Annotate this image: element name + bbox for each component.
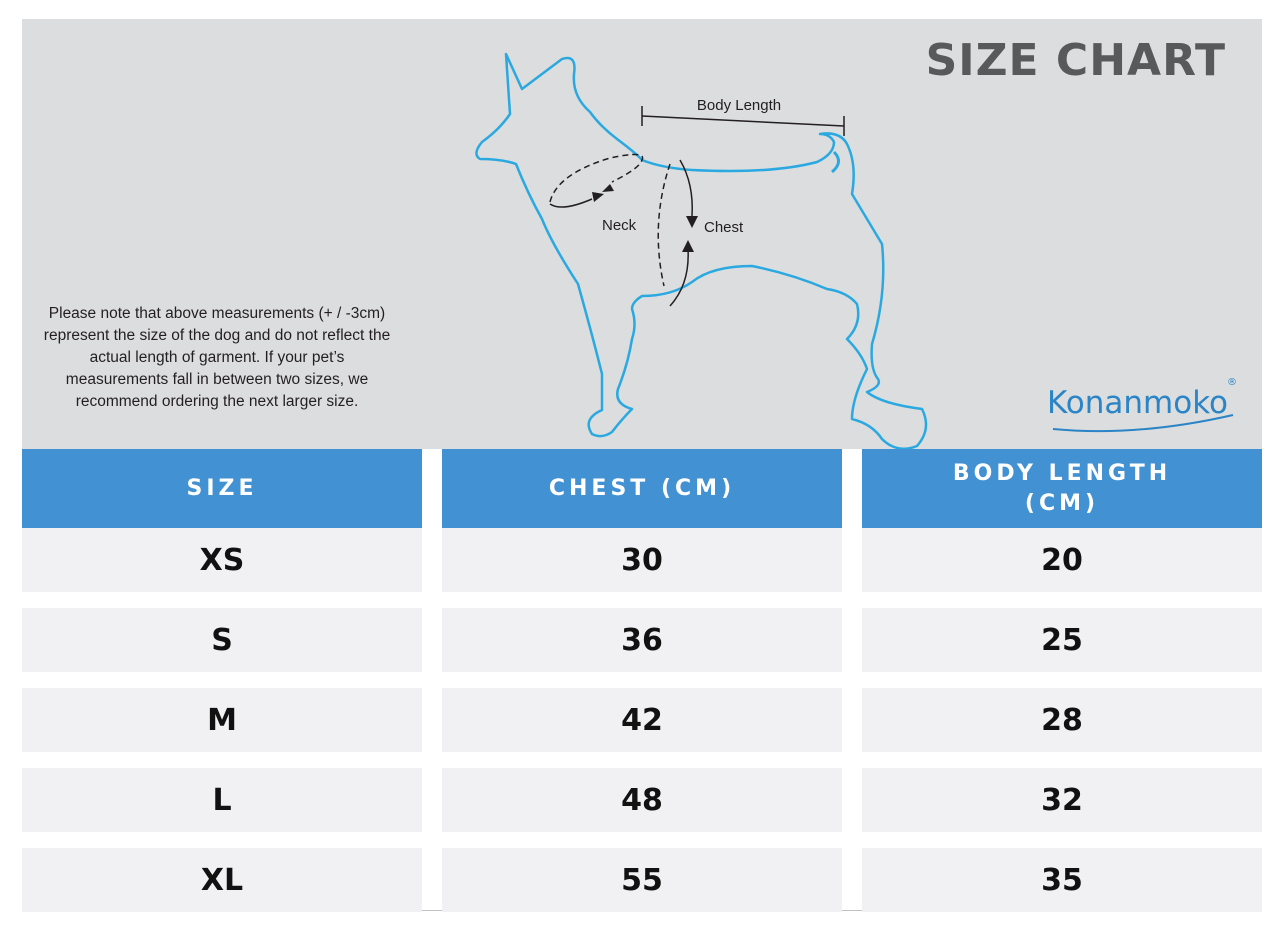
measurement-note: Please note that above measurements (+ /… <box>43 305 391 410</box>
row-gap <box>22 832 1262 849</box>
size-cell: M <box>22 688 422 752</box>
size-cell: S <box>22 608 422 672</box>
page-title: SIZE CHART <box>925 35 1226 86</box>
table-row: XS 30 20 <box>22 528 1262 592</box>
table-row: S 36 25 <box>22 608 1262 672</box>
chest-cell: 30 <box>442 528 842 592</box>
body-length-cell: 32 <box>862 768 1262 832</box>
chest-label: Chest <box>704 219 744 236</box>
table-header: SIZE CHEST (CM) BODY LENGTH (CM) <box>22 449 1262 528</box>
dog-diagram: Body Length Neck Chest <box>475 52 928 451</box>
header-size: SIZE <box>22 449 422 528</box>
body-length-cell: 28 <box>862 688 1262 752</box>
table-row: XL 55 35 <box>22 848 1262 912</box>
brand-logo: Konanmoko ® <box>1047 377 1237 433</box>
size-cell: XS <box>22 528 422 592</box>
logo-swoosh <box>1052 414 1234 433</box>
neck-loop <box>549 153 644 203</box>
body-length-cell: 35 <box>862 848 1262 912</box>
dog-outline <box>475 52 928 451</box>
row-gap <box>22 672 1262 689</box>
body-length-label: Body Length <box>697 97 781 114</box>
header-chest: CHEST (CM) <box>442 449 842 528</box>
chest-cell: 55 <box>442 848 842 912</box>
size-cell: XL <box>22 848 422 912</box>
header-body-length-text: BODY LENGTH (CM) <box>952 460 1172 516</box>
dog-tail-curl <box>830 150 840 174</box>
diagram-panel: SIZE CHART Body Length Neck Chest Please… <box>22 19 1262 451</box>
neck-label: Neck <box>602 217 637 234</box>
brand-name: Konanmoko <box>1047 385 1228 421</box>
registered-mark: ® <box>1227 377 1237 388</box>
table-row: L 48 32 <box>22 768 1262 832</box>
body-length-cell: 25 <box>862 608 1262 672</box>
table-row: M 42 28 <box>22 688 1262 752</box>
body-length-cell: 20 <box>862 528 1262 592</box>
chest-cell: 48 <box>442 768 842 832</box>
header-body-length: BODY LENGTH (CM) <box>862 449 1262 528</box>
row-gap <box>22 752 1262 769</box>
size-cell: L <box>22 768 422 832</box>
chest-loop <box>657 163 671 287</box>
chest-cell: 36 <box>442 608 842 672</box>
chest-cell: 42 <box>442 688 842 752</box>
row-gap <box>22 592 1262 609</box>
